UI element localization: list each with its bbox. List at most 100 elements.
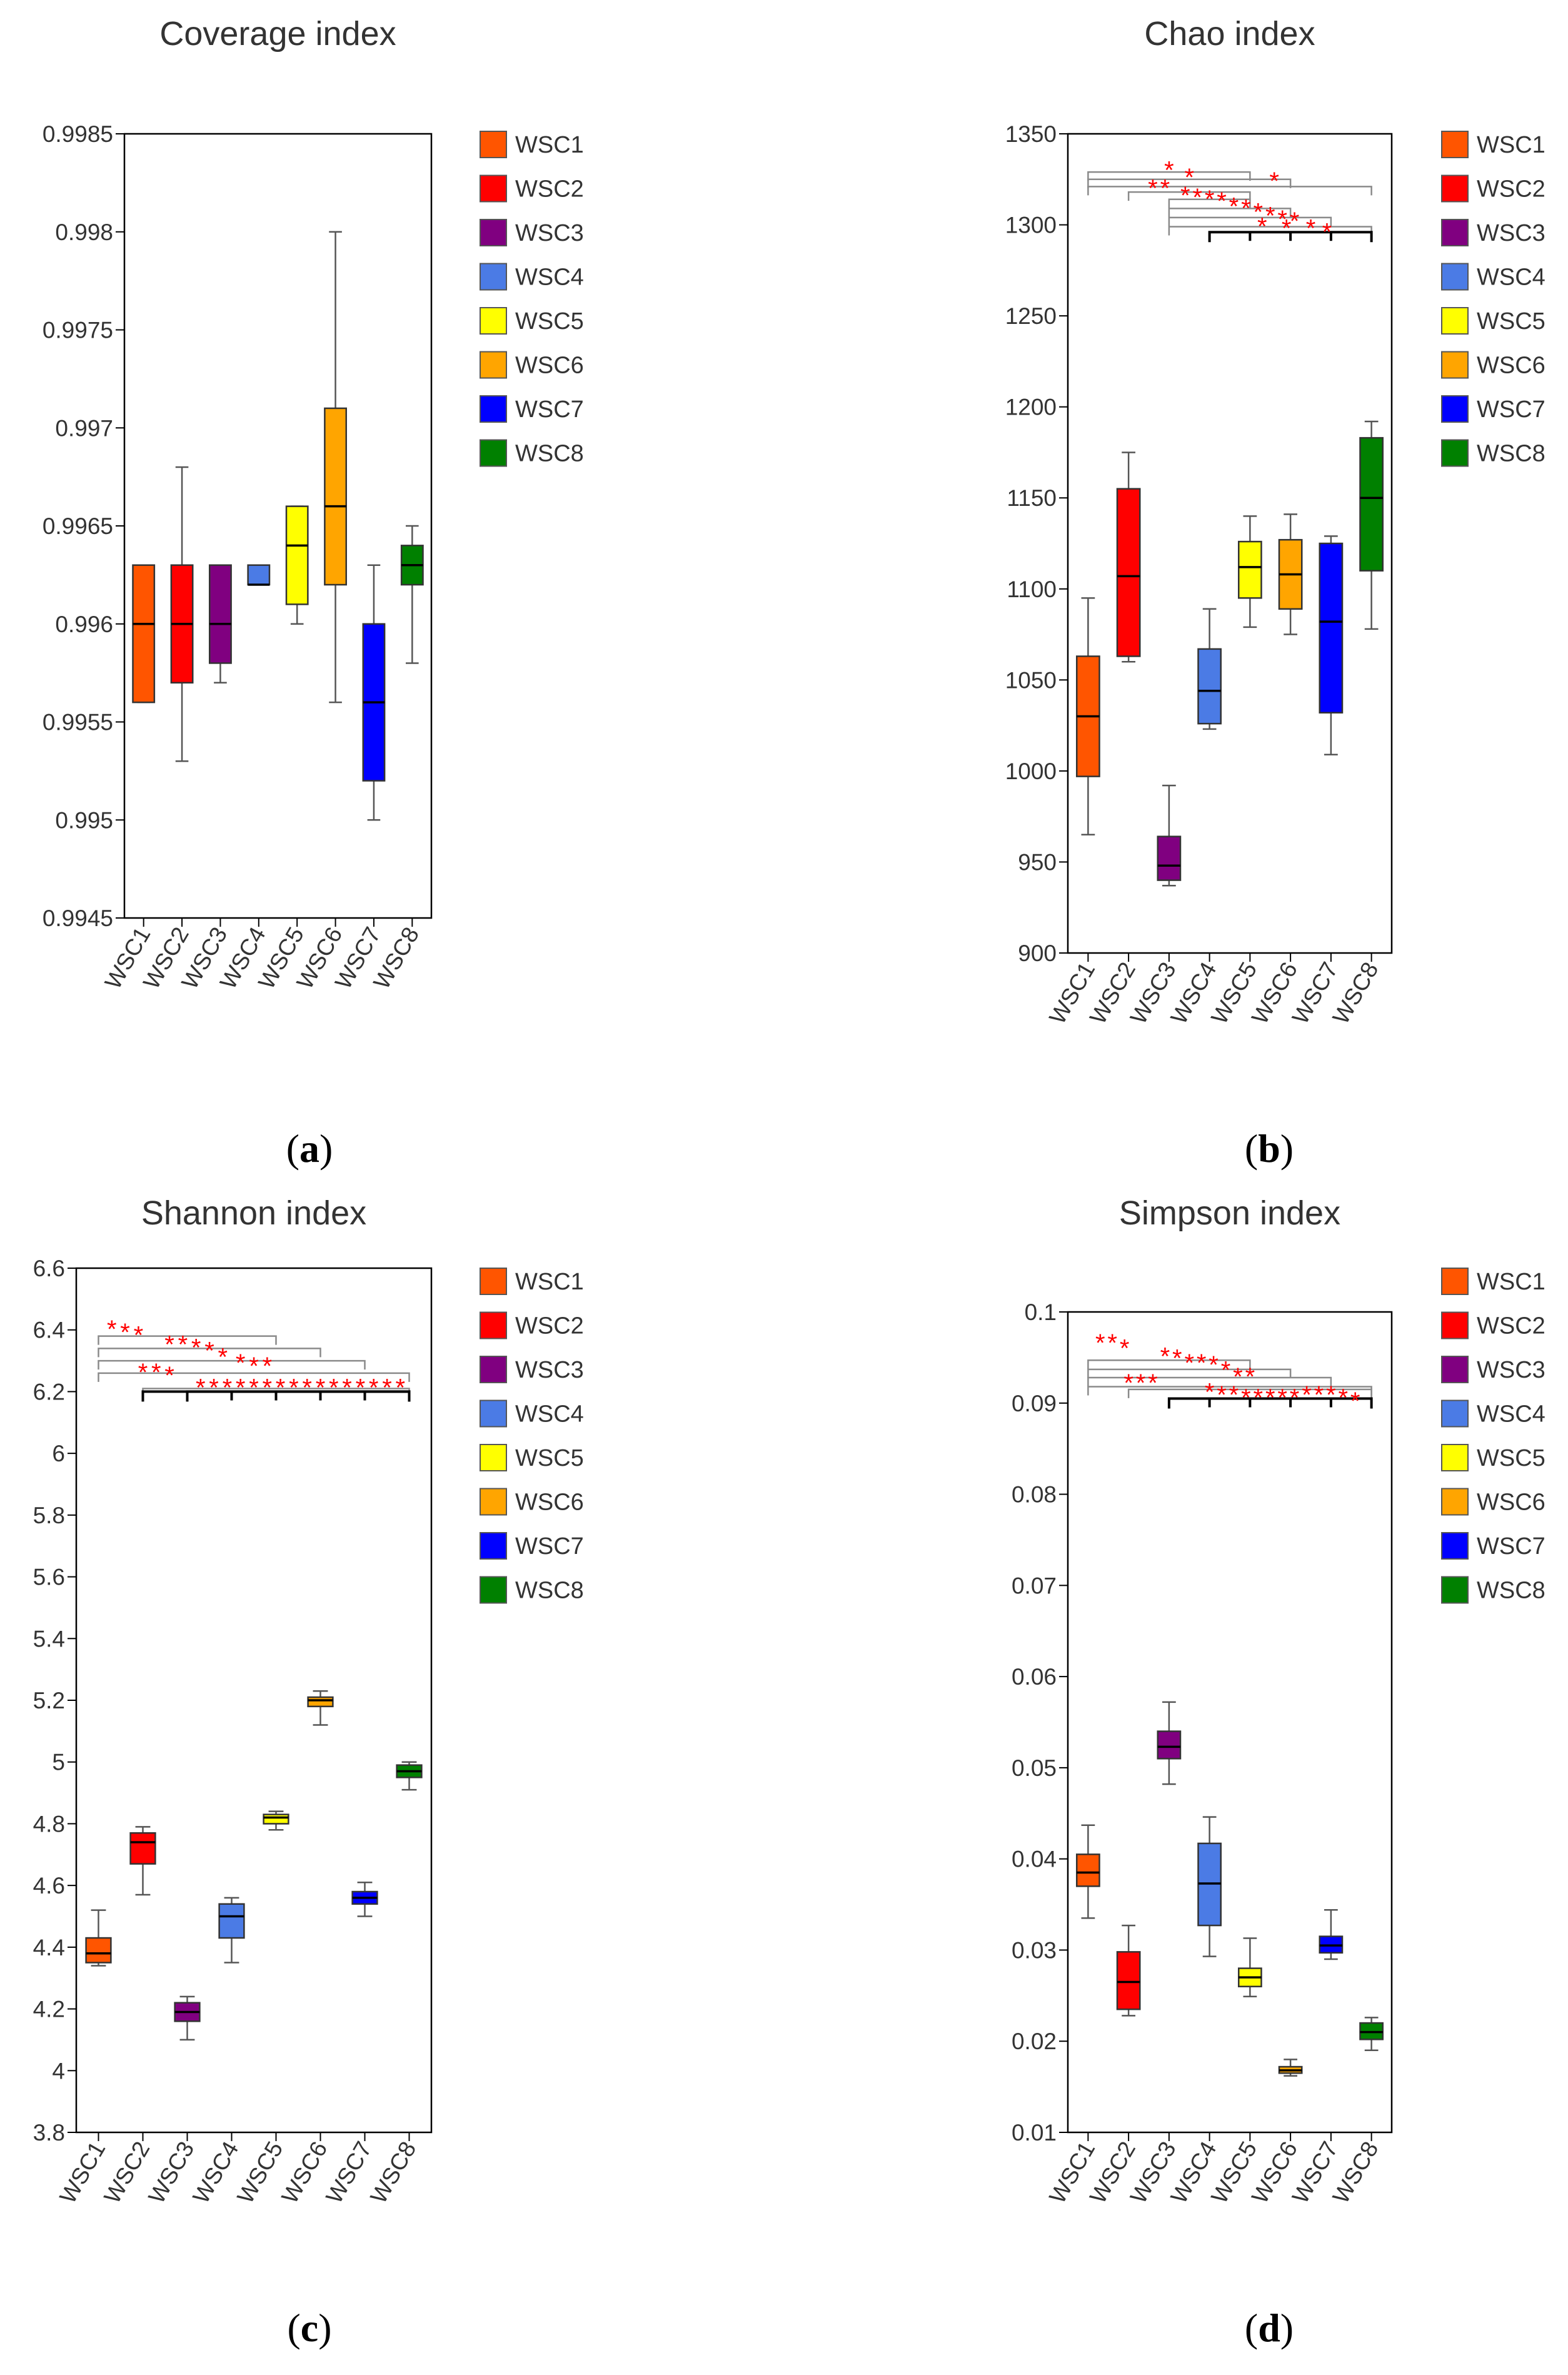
legend-label: WSC6 <box>515 353 584 379</box>
legend-swatch <box>1441 1444 1469 1471</box>
significance-star: * <box>134 1322 144 1349</box>
significance-star: * <box>138 1359 148 1386</box>
legend-swatch <box>480 1532 507 1560</box>
legend-label: WSC8 <box>1477 1578 1545 1604</box>
y-tick-label: 1300 <box>1005 213 1057 238</box>
significance-star: * <box>1107 1329 1117 1357</box>
legend-label: WSC3 <box>1477 1357 1545 1383</box>
box <box>307 1696 334 1708</box>
legend-swatch <box>480 174 507 203</box>
y-tick-label: 900 <box>1018 940 1057 966</box>
significance-star: * <box>1322 218 1332 246</box>
box <box>132 564 156 703</box>
box-wsc5 <box>1237 515 1262 628</box>
significance-star: * <box>1245 1363 1255 1391</box>
legend-label: WSC2 <box>515 176 584 203</box>
y-tick-label: 0.03 <box>1012 1937 1057 1963</box>
significance-star: * <box>1120 1335 1130 1363</box>
legend-swatch <box>480 1311 507 1339</box>
significance-bracket <box>1168 216 1332 226</box>
significance-star: * <box>1184 1349 1194 1377</box>
panel-label-open: ( <box>1245 2306 1258 2350</box>
legend: WSC1 WSC2 WSC3 WSC4 WSC5 WSC6 WSC7 WSC8 <box>480 131 584 467</box>
box-wsc5 <box>1237 1937 1262 1998</box>
legend-label: WSC5 <box>515 1445 584 1471</box>
panel-label: (d) <box>1245 2306 1294 2350</box>
chart-panel-4: Simpson index 0.01 0.02 0.03 0.04 0.05 0.06 0.0… <box>1012 1194 1545 2350</box>
significance-bracket <box>98 1348 321 1358</box>
legend-swatch <box>1441 1399 1469 1428</box>
significance-star: * <box>1180 182 1190 209</box>
legend-swatch <box>480 1399 507 1428</box>
y-tick-label: 0.01 <box>1012 2120 1057 2146</box>
y-tick-label: 0.9945 <box>43 905 113 931</box>
legend-label: WSC4 <box>1477 1401 1545 1428</box>
y-tick-label: 5.2 <box>33 1688 65 1713</box>
y-tick-label: 5.8 <box>33 1503 65 1528</box>
significance-star: * <box>1306 215 1316 243</box>
significance-star: * <box>223 1374 233 1402</box>
chart-title: Chao index <box>1144 15 1315 53</box>
box-wsc4 <box>218 1897 245 1964</box>
y-tick-label: 0.06 <box>1012 1664 1057 1690</box>
legend-label: WSC5 <box>1477 308 1545 335</box>
y-tick-label: 6.6 <box>33 1256 65 1281</box>
significance-star: * <box>1209 1351 1219 1379</box>
plot-area <box>1067 1311 1393 2134</box>
legend-swatch <box>1441 307 1469 335</box>
legend-swatch <box>480 1268 507 1295</box>
box <box>247 564 271 586</box>
y-tick-label: 5.4 <box>33 1626 65 1651</box>
significance-star: * <box>236 1374 246 1402</box>
significance-star: * <box>107 1316 117 1343</box>
significance-bracket <box>98 1335 277 1345</box>
significance-star: * <box>1205 1379 1215 1406</box>
legend-swatch <box>480 263 507 291</box>
box <box>1075 1853 1100 1887</box>
significance-star: * <box>1160 1343 1170 1371</box>
legend-swatch <box>1441 1311 1469 1339</box>
box <box>129 1832 156 1865</box>
legend-label: WSC5 <box>1477 1445 1545 1471</box>
box-wsc1 <box>1075 1824 1100 1919</box>
legend-swatch <box>1441 1268 1469 1295</box>
significance-star: * <box>1269 168 1279 195</box>
y-tick-label: 950 <box>1018 849 1057 875</box>
significance-star: * <box>164 1331 174 1359</box>
panel-label-open: ( <box>286 1126 299 1171</box>
y-tick-label: 4.6 <box>33 1873 65 1898</box>
y-tick-label: 6 <box>52 1441 65 1466</box>
box <box>263 1813 289 1825</box>
y-tick-label: 0.02 <box>1012 2029 1057 2054</box>
significance-star: * <box>1254 198 1264 226</box>
significance-star: * <box>1265 202 1275 229</box>
box <box>1116 488 1141 657</box>
significance-star: * <box>1192 184 1202 211</box>
panel-label-letter: a <box>299 1126 319 1171</box>
legend-label: WSC8 <box>515 1578 584 1604</box>
legend-swatch <box>1441 1576 1469 1604</box>
significance-bracket <box>1087 178 1292 188</box>
significance-bracket <box>1087 171 1251 181</box>
legend-label: WSC4 <box>515 1401 584 1428</box>
y-tick-label: 3.8 <box>33 2120 65 2146</box>
box <box>1116 1951 1141 2010</box>
legend-swatch <box>1441 351 1469 379</box>
significance-star: * <box>249 1374 259 1402</box>
legend-label: WSC2 <box>1477 176 1545 203</box>
significance-bracket <box>1087 1368 1292 1378</box>
y-tick-label: 0.996 <box>55 612 113 637</box>
significance-star: * <box>249 1353 259 1380</box>
legend-label: WSC7 <box>1477 1533 1545 1560</box>
y-tick-label: 0.09 <box>1012 1391 1057 1416</box>
y-tick-label: 4 <box>52 2058 65 2084</box>
legend-label: WSC6 <box>1477 353 1545 379</box>
significance-star: * <box>191 1334 201 1361</box>
significance-star: * <box>204 1337 214 1364</box>
significance-star: * <box>209 1374 219 1402</box>
box-wsc4 <box>1197 1816 1222 1957</box>
significance-star: * <box>1350 1388 1360 1415</box>
significance-star: * <box>1229 1381 1239 1409</box>
y-tick-label: 0.05 <box>1012 1755 1057 1781</box>
